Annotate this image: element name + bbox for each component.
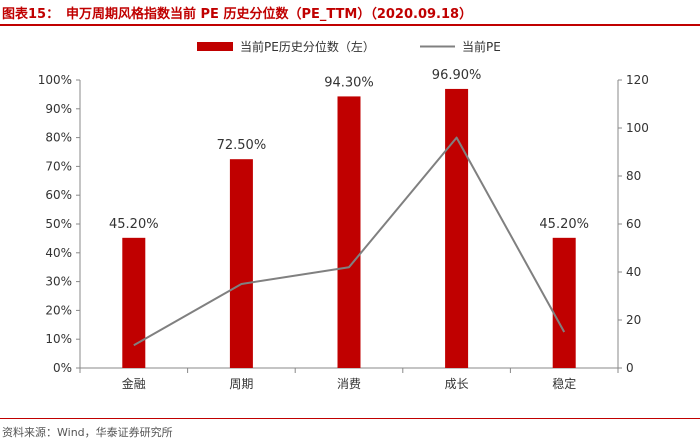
source-bar: 资料来源：Wind，华泰证券研究所 xyxy=(0,418,700,442)
plot-area: 0% 10% 20% 30% 40% 50% 60% 70% 80% 90% 100% 0 20 40 60… xyxy=(38,68,649,391)
left-tick-label: 10% xyxy=(45,332,72,346)
x-tick-label: 成长 xyxy=(445,377,469,391)
legend-line-label: 当前PE xyxy=(462,39,501,54)
right-tick-label: 100 xyxy=(626,121,649,135)
right-tick-label: 120 xyxy=(626,73,649,87)
left-tick-label: 40% xyxy=(45,246,72,260)
chart-area: 当前PE历史分位数（左） 当前PE 0% 10% 20% 30% 40% 50% 60% 70… xyxy=(0,26,700,418)
left-tick-label: 0% xyxy=(53,361,72,375)
bar xyxy=(553,238,576,368)
chart-title: 申万周期风格指数当前 PE 历史分位数（PE_TTM）（2020.09.18） xyxy=(66,3,472,22)
bar-data-label: 72.50% xyxy=(217,138,267,153)
right-tick-label: 80 xyxy=(626,169,641,183)
bar xyxy=(445,89,468,368)
source-note: 资料来源：Wind，华泰证券研究所 xyxy=(2,424,173,440)
left-tick-label: 20% xyxy=(45,303,72,317)
bar-data-label: 45.20% xyxy=(109,217,159,232)
x-tick-label: 周期 xyxy=(229,377,253,391)
title-bar: 图表15： 申万周期风格指数当前 PE 历史分位数（PE_TTM）（2020.0… xyxy=(0,0,700,26)
left-tick-label: 90% xyxy=(45,102,72,116)
left-tick-label: 60% xyxy=(45,188,72,202)
bar xyxy=(338,96,361,368)
figure-label: 图表15： xyxy=(2,3,59,22)
right-tick-label: 40 xyxy=(626,265,641,279)
left-tick-label: 50% xyxy=(45,217,72,231)
bar-data-label: 45.20% xyxy=(539,217,589,232)
bar xyxy=(230,159,253,368)
left-tick-label: 70% xyxy=(45,159,72,173)
left-tick-label: 30% xyxy=(45,275,72,289)
legend: 当前PE历史分位数（左） 当前PE xyxy=(197,39,501,54)
chart-svg: 当前PE历史分位数（左） 当前PE 0% 10% 20% 30% 40% 50% 60% 70… xyxy=(0,26,700,418)
bar-data-label: 96.90% xyxy=(432,68,482,83)
x-tick-label: 金融 xyxy=(122,376,146,391)
left-tick-label: 80% xyxy=(45,131,72,145)
bar xyxy=(122,238,145,368)
right-tick-label: 0 xyxy=(626,361,634,375)
right-tick-label: 20 xyxy=(626,313,641,327)
legend-bar-label: 当前PE历史分位数（左） xyxy=(240,39,375,54)
x-tick-label: 消费 xyxy=(337,377,361,391)
legend-bar-swatch xyxy=(197,42,233,51)
left-tick-label: 100% xyxy=(38,73,72,87)
bar-data-label: 94.30% xyxy=(324,75,374,90)
right-tick-label: 60 xyxy=(626,217,641,231)
x-tick-label: 稳定 xyxy=(552,376,576,391)
